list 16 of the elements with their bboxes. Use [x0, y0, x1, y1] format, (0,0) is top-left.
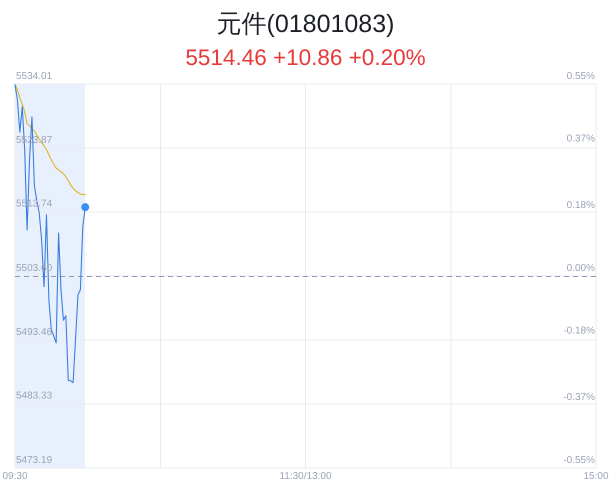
chart-subtitle: 5514.46 +10.86 +0.20%	[184, 45, 427, 70]
x-tick-label: 11:30/13:00	[279, 470, 332, 482]
x-tick-label: 09:30	[2, 470, 28, 482]
y2-tick-label: -0.55%	[563, 454, 596, 466]
y-tick-label: 5493.46	[16, 326, 53, 338]
chart-title: 元件(01801083)	[216, 10, 396, 38]
y-tick-label: 5534.01	[16, 70, 53, 82]
y2-tick-label: 0.00%	[566, 262, 596, 274]
y2-tick-label: 0.55%	[566, 70, 596, 82]
y-tick-label: 5473.19	[16, 454, 53, 466]
y2-tick-label: 0.37%	[566, 134, 596, 145]
y2-tick-label: 0.18%	[566, 200, 596, 211]
y2-tick-label: -0.37%	[563, 392, 596, 403]
y-tick-label: 5483.33	[16, 390, 53, 402]
x-tick-label: 15:00	[583, 470, 609, 482]
y2-tick-label: -0.18%	[563, 326, 596, 337]
